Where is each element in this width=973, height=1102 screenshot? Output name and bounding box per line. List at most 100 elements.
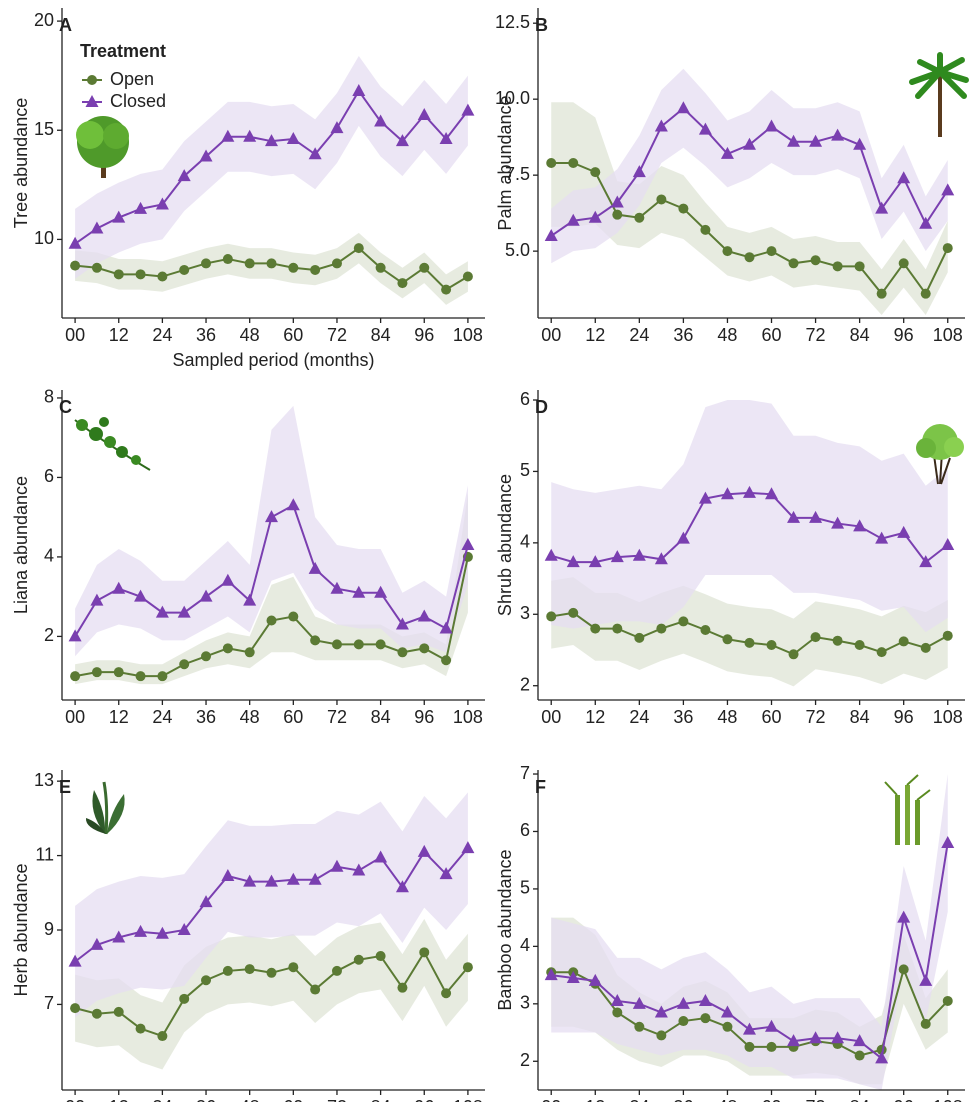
circle-marker xyxy=(722,1022,732,1032)
circle-marker xyxy=(722,634,732,644)
y-tick-label: 7 xyxy=(44,993,54,1013)
circle-marker xyxy=(288,263,298,273)
y-axis-title: Shrub abundance xyxy=(495,474,515,616)
circle-marker xyxy=(811,632,821,642)
circle-marker xyxy=(943,631,953,641)
x-tick-label: 72 xyxy=(327,707,347,727)
circle-marker xyxy=(266,258,276,268)
circle-marker xyxy=(656,1030,666,1040)
circle-marker xyxy=(376,263,386,273)
circle-marker xyxy=(877,647,887,657)
circle-marker xyxy=(288,612,298,622)
x-tick-label: 60 xyxy=(761,325,781,345)
y-tick-label: 11 xyxy=(35,844,54,864)
circle-marker xyxy=(700,225,710,235)
panel-label: F xyxy=(535,777,546,797)
x-tick-label: 24 xyxy=(152,1097,172,1102)
x-tick-label: 84 xyxy=(850,325,870,345)
y-tick-label: 5 xyxy=(520,878,530,898)
circle-marker xyxy=(310,265,320,275)
y-axis-title: Liana abundance xyxy=(11,476,31,614)
x-tick-label: 24 xyxy=(629,325,649,345)
x-tick-label: 24 xyxy=(629,707,649,727)
circle-marker xyxy=(634,213,644,223)
x-tick-label: 72 xyxy=(327,325,347,345)
circle-marker xyxy=(266,616,276,626)
x-tick-label: 48 xyxy=(717,1097,737,1102)
x-tick-label: 108 xyxy=(933,325,963,345)
circle-marker xyxy=(656,194,666,204)
x-tick-label: 108 xyxy=(453,707,483,727)
x-tick-label: 12 xyxy=(109,325,129,345)
x-tick-label: 24 xyxy=(629,1097,649,1102)
circle-marker xyxy=(921,289,931,299)
circle-marker xyxy=(546,611,556,621)
panel-label: B xyxy=(535,15,548,35)
circle-marker xyxy=(943,996,953,1006)
circle-marker xyxy=(767,1042,777,1052)
circle-marker xyxy=(656,624,666,634)
circle-marker xyxy=(419,947,429,957)
x-tick-label: 84 xyxy=(371,707,391,727)
circle-marker xyxy=(899,258,909,268)
y-axis-title: Tree abundance xyxy=(11,98,31,228)
y-tick-label: 3 xyxy=(520,603,530,623)
x-tick-label: 48 xyxy=(717,707,737,727)
circle-marker xyxy=(767,640,777,650)
x-tick-label: 96 xyxy=(894,1097,914,1102)
circle-marker xyxy=(136,269,146,279)
circle-marker xyxy=(833,261,843,271)
circle-marker xyxy=(136,671,146,681)
circle-marker xyxy=(855,640,865,650)
circle-marker xyxy=(332,639,342,649)
circle-marker xyxy=(201,258,211,268)
circle-marker xyxy=(354,639,364,649)
x-tick-label: 72 xyxy=(806,707,826,727)
x-tick-label: 84 xyxy=(850,1097,870,1102)
y-axis-title: Herb abundance xyxy=(11,863,31,996)
circle-marker xyxy=(789,258,799,268)
circle-marker xyxy=(546,158,556,168)
circle-marker xyxy=(114,269,124,279)
circle-marker xyxy=(70,671,80,681)
x-tick-label: 12 xyxy=(109,1097,129,1102)
circle-marker xyxy=(722,246,732,256)
circle-marker xyxy=(419,263,429,273)
bamboo-icon xyxy=(885,775,930,845)
panel: 234567001224364860728496108FBamboo abund… xyxy=(495,763,965,1102)
x-tick-label: 108 xyxy=(933,1097,963,1102)
panel: 2468001224364860728496108CLiana abundanc… xyxy=(11,387,485,727)
x-tick-label: 60 xyxy=(761,707,781,727)
circle-marker xyxy=(463,962,473,972)
palm-icon xyxy=(912,55,966,137)
shrub-icon xyxy=(916,424,964,484)
circle-marker xyxy=(590,624,600,634)
circle-marker xyxy=(157,272,167,282)
circle-marker xyxy=(310,635,320,645)
x-tick-label: 24 xyxy=(152,707,172,727)
confidence-band xyxy=(75,56,468,279)
y-tick-label: 7 xyxy=(520,763,530,783)
x-tick-label: 48 xyxy=(240,707,260,727)
x-tick-label: 12 xyxy=(585,707,605,727)
x-tick-label: 36 xyxy=(673,325,693,345)
legend-label: Open xyxy=(110,69,154,89)
x-tick-label: 84 xyxy=(371,325,391,345)
circle-marker xyxy=(223,254,233,264)
circle-marker xyxy=(767,246,777,256)
circle-marker xyxy=(590,167,600,177)
circle-marker xyxy=(157,1031,167,1041)
circle-marker xyxy=(245,647,255,657)
liana-icon xyxy=(75,417,150,470)
y-tick-label: 5.0 xyxy=(505,240,530,260)
circle-marker xyxy=(899,636,909,646)
legend-label: Closed xyxy=(110,91,166,111)
circle-marker xyxy=(744,1042,754,1052)
x-axis-title: Sampled period (months) xyxy=(172,350,374,370)
x-tick-label: 108 xyxy=(933,707,963,727)
circle-marker xyxy=(678,616,688,626)
circle-marker xyxy=(463,272,473,282)
circle-marker xyxy=(397,983,407,993)
circle-marker xyxy=(789,649,799,659)
y-tick-label: 4 xyxy=(520,935,530,955)
